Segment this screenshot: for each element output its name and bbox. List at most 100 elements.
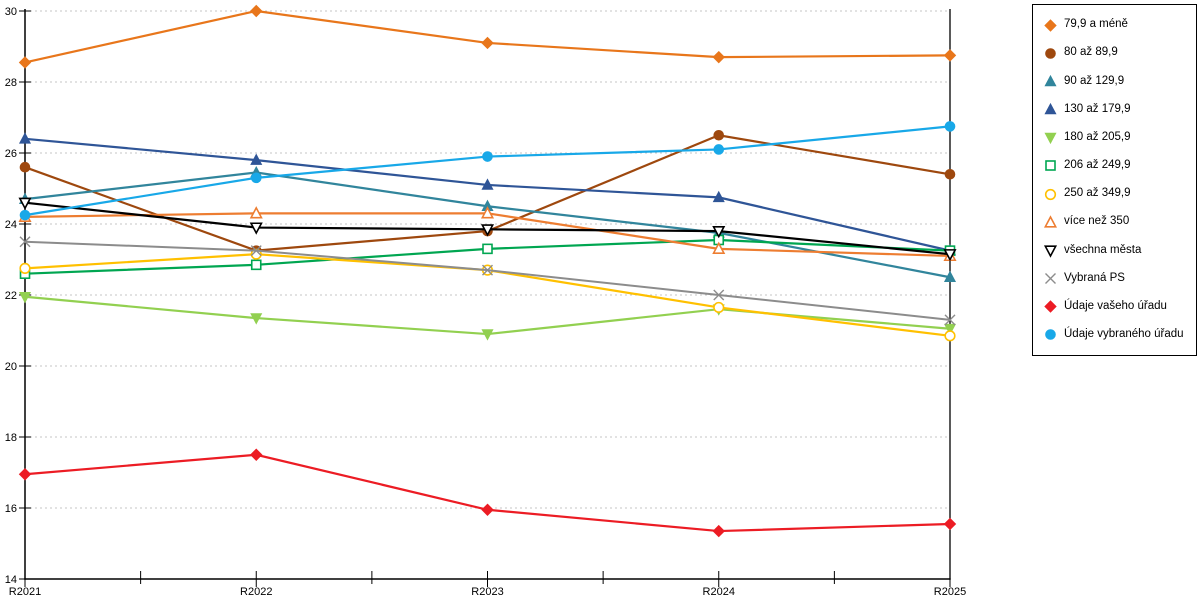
circle-legend-icon: [1044, 188, 1057, 200]
data-point-marker: [250, 448, 263, 461]
y-tick-label: 26: [5, 148, 17, 160]
legend-item-10: Údaje vašeho úřadu: [1043, 299, 1192, 314]
data-point-marker: [944, 169, 956, 180]
legend-marker: [1044, 132, 1057, 145]
data-point-marker: [18, 56, 32, 69]
data-point-marker: [712, 524, 725, 538]
y-tick-label: 30: [5, 6, 17, 18]
triangle-up-legend-icon: [1043, 214, 1058, 228]
data-point-marker: [944, 314, 956, 326]
legend-item-1: 80 až 89,9: [1043, 46, 1192, 61]
legend-label: 250 až 349,9: [1064, 187, 1131, 200]
y-tick-label: 14: [5, 574, 17, 586]
diamond-legend-icon: [1044, 300, 1057, 313]
data-point-marker: [480, 206, 495, 219]
data-point-marker: [712, 241, 726, 254]
triangle-up-legend-icon: [1044, 102, 1057, 115]
x-tick-label: R2025: [934, 586, 966, 598]
data-point-marker: [943, 270, 957, 283]
data-point-marker: [481, 329, 494, 341]
data-point-marker: [712, 190, 725, 203]
data-point-marker: [18, 468, 32, 481]
data-point-marker: [482, 243, 493, 255]
data-point-marker: [713, 144, 725, 155]
legend-marker: [1044, 102, 1057, 115]
x-legend-icon: [1045, 272, 1056, 284]
legend-label: Údaje vybraného úřadu: [1064, 328, 1184, 341]
series-9: [19, 236, 956, 326]
data-point-marker: [944, 330, 956, 342]
data-point-marker: [250, 313, 263, 325]
x-tick-label: R2021: [9, 586, 41, 598]
data-point-marker: [482, 151, 493, 162]
data-point-marker: [713, 289, 725, 301]
y-tick-label: 22: [5, 290, 17, 302]
x-tick-label: R2022: [240, 586, 272, 598]
circle-legend-icon: [1045, 47, 1056, 59]
data-point-marker: [19, 209, 31, 221]
series-0: [18, 4, 957, 69]
data-point-marker: [250, 245, 262, 257]
legend-label: více než 350: [1064, 215, 1130, 228]
data-point-marker: [943, 249, 957, 262]
data-point-marker: [480, 224, 495, 237]
series-4: [18, 291, 957, 341]
data-point-marker: [944, 121, 956, 132]
data-point-marker: [482, 264, 493, 276]
data-point-marker: [481, 503, 494, 516]
series-line: [24, 295, 951, 336]
legend-label: 90 až 129,9: [1064, 74, 1125, 87]
legend-label: všechna města: [1064, 243, 1142, 256]
legend-item-4: 180 až 205,9: [1043, 130, 1192, 145]
series-10: [18, 448, 957, 538]
data-point-marker: [712, 226, 726, 239]
legend-marker: [1044, 74, 1057, 87]
data-point-marker: [18, 291, 32, 304]
legend-marker: [1043, 245, 1058, 258]
data-point-marker: [250, 259, 262, 271]
legend-marker: [1045, 329, 1056, 341]
series-line: [24, 9, 951, 64]
legend-marker: [1044, 300, 1057, 313]
data-point-marker: [481, 178, 494, 190]
legend-item-2: 90 až 129,9: [1043, 74, 1192, 89]
circle-legend-icon: [1045, 329, 1056, 341]
data-point-marker: [712, 50, 725, 64]
x-tick-label: R2023: [471, 586, 503, 598]
legend-marker: [1045, 272, 1056, 284]
legend-item-3: 130 až 179,9: [1043, 102, 1192, 117]
data-point-marker: [713, 129, 725, 141]
data-point-marker: [250, 172, 262, 184]
data-point-marker: [481, 36, 494, 50]
series-8: [18, 197, 957, 262]
series-line: [24, 453, 951, 533]
legend-marker: [1044, 18, 1057, 32]
legend-label: 180 až 205,9: [1064, 130, 1131, 143]
data-point-marker: [943, 49, 957, 62]
legend-marker: [1045, 47, 1056, 59]
triangle-down-legend-icon: [1043, 245, 1058, 258]
data-point-marker: [19, 236, 31, 248]
data-point-marker: [249, 206, 263, 219]
legend-marker: [1045, 160, 1056, 172]
y-tick-label: 28: [5, 77, 17, 89]
data-point-marker: [18, 132, 32, 144]
data-point-marker: [943, 323, 957, 336]
data-point-marker: [250, 153, 263, 165]
y-tick-label: 16: [5, 503, 17, 515]
y-tick-label: 18: [5, 432, 17, 444]
legend-item-0: 79,9 a méně: [1043, 18, 1192, 33]
data-point-marker: [249, 222, 263, 235]
series-11: [19, 121, 956, 221]
legend-item-9: Vybraná PS: [1043, 271, 1192, 286]
legend: 79,9 a méně 80 až 89,9 90 až 129,9 130 až 1…: [1032, 4, 1197, 356]
legend-label: Údaje vašeho úřadu: [1064, 299, 1167, 312]
data-point-marker: [19, 262, 31, 274]
legend-item-5: 206 až 249,9: [1043, 158, 1192, 173]
data-point-marker: [18, 197, 32, 210]
legend-item-11: Údaje vybraného úřadu: [1043, 327, 1192, 342]
data-point-marker: [943, 517, 957, 531]
legend-label: 130 až 179,9: [1064, 102, 1131, 115]
